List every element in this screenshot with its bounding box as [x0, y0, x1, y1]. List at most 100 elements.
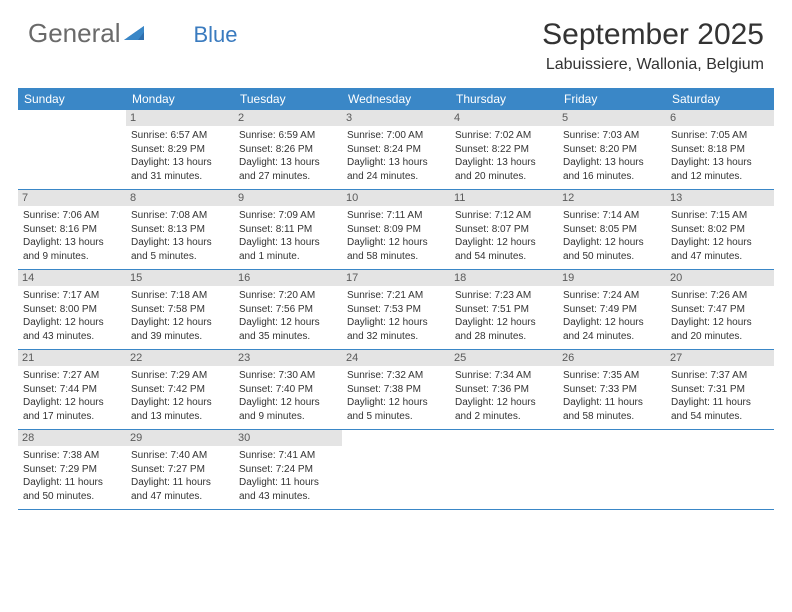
day-day1: Daylight: 12 hours [347, 396, 445, 410]
day-number: 15 [126, 270, 234, 286]
day-sunset: Sunset: 7:36 PM [455, 383, 553, 397]
logo-triangle-icon [124, 18, 146, 49]
day-cell [558, 430, 666, 509]
day-day2: and 31 minutes. [131, 170, 229, 184]
weekday-header-row: SundayMondayTuesdayWednesdayThursdayFrid… [18, 88, 774, 110]
day-number: 27 [666, 350, 774, 366]
day-day2: and 9 minutes. [23, 250, 121, 264]
day-sunrise: Sunrise: 7:12 AM [455, 209, 553, 223]
day-sunrise: Sunrise: 7:05 AM [671, 129, 769, 143]
day-day1: Daylight: 12 hours [23, 316, 121, 330]
day-number: 17 [342, 270, 450, 286]
month-title: September 2025 [542, 18, 764, 52]
day-day2: and 27 minutes. [239, 170, 337, 184]
day-sunset: Sunset: 8:24 PM [347, 143, 445, 157]
day-day2: and 5 minutes. [131, 250, 229, 264]
location-text: Labuissiere, Wallonia, Belgium [542, 56, 764, 74]
day-day2: and 47 minutes. [671, 250, 769, 264]
day-number: 11 [450, 190, 558, 206]
day-cell: 17Sunrise: 7:21 AMSunset: 7:53 PMDayligh… [342, 270, 450, 349]
day-number: 19 [558, 270, 666, 286]
day-sunrise: Sunrise: 7:17 AM [23, 289, 121, 303]
day-day2: and 2 minutes. [455, 410, 553, 424]
day-number: 2 [234, 110, 342, 126]
day-sunset: Sunset: 7:40 PM [239, 383, 337, 397]
day-sunset: Sunset: 8:09 PM [347, 223, 445, 237]
day-day2: and 58 minutes. [563, 410, 661, 424]
day-number: 7 [18, 190, 126, 206]
day-cell: 24Sunrise: 7:32 AMSunset: 7:38 PMDayligh… [342, 350, 450, 429]
day-day1: Daylight: 12 hours [23, 396, 121, 410]
day-cell [18, 110, 126, 189]
day-day1: Daylight: 12 hours [131, 396, 229, 410]
day-cell: 15Sunrise: 7:18 AMSunset: 7:58 PMDayligh… [126, 270, 234, 349]
day-sunrise: Sunrise: 7:32 AM [347, 369, 445, 383]
day-sunset: Sunset: 8:05 PM [563, 223, 661, 237]
weekday-header: Saturday [666, 88, 774, 110]
day-number: 29 [126, 430, 234, 446]
weekday-header: Tuesday [234, 88, 342, 110]
day-sunset: Sunset: 7:33 PM [563, 383, 661, 397]
day-sunset: Sunset: 7:56 PM [239, 303, 337, 317]
day-sunrise: Sunrise: 7:03 AM [563, 129, 661, 143]
day-day1: Daylight: 12 hours [455, 316, 553, 330]
day-day1: Daylight: 11 hours [23, 476, 121, 490]
day-day1: Daylight: 13 hours [563, 156, 661, 170]
day-day1: Daylight: 13 hours [131, 156, 229, 170]
day-day2: and 54 minutes. [455, 250, 553, 264]
day-cell: 3Sunrise: 7:00 AMSunset: 8:24 PMDaylight… [342, 110, 450, 189]
day-day2: and 50 minutes. [23, 490, 121, 504]
day-cell: 14Sunrise: 7:17 AMSunset: 8:00 PMDayligh… [18, 270, 126, 349]
day-number: 24 [342, 350, 450, 366]
day-day2: and 9 minutes. [239, 410, 337, 424]
day-cell: 18Sunrise: 7:23 AMSunset: 7:51 PMDayligh… [450, 270, 558, 349]
day-cell: 19Sunrise: 7:24 AMSunset: 7:49 PMDayligh… [558, 270, 666, 349]
day-day2: and 43 minutes. [23, 330, 121, 344]
day-day1: Daylight: 13 hours [23, 236, 121, 250]
day-cell: 20Sunrise: 7:26 AMSunset: 7:47 PMDayligh… [666, 270, 774, 349]
day-cell: 30Sunrise: 7:41 AMSunset: 7:24 PMDayligh… [234, 430, 342, 509]
day-sunset: Sunset: 7:29 PM [23, 463, 121, 477]
day-sunset: Sunset: 7:27 PM [131, 463, 229, 477]
weekday-header: Sunday [18, 88, 126, 110]
day-number: 4 [450, 110, 558, 126]
day-day1: Daylight: 12 hours [563, 236, 661, 250]
day-sunset: Sunset: 8:20 PM [563, 143, 661, 157]
day-cell: 4Sunrise: 7:02 AMSunset: 8:22 PMDaylight… [450, 110, 558, 189]
day-number: 12 [558, 190, 666, 206]
day-day1: Daylight: 12 hours [347, 236, 445, 250]
day-number: 18 [450, 270, 558, 286]
day-day2: and 32 minutes. [347, 330, 445, 344]
day-sunset: Sunset: 7:58 PM [131, 303, 229, 317]
day-cell: 26Sunrise: 7:35 AMSunset: 7:33 PMDayligh… [558, 350, 666, 429]
weekday-header: Monday [126, 88, 234, 110]
day-cell: 10Sunrise: 7:11 AMSunset: 8:09 PMDayligh… [342, 190, 450, 269]
day-sunrise: Sunrise: 7:14 AM [563, 209, 661, 223]
day-sunrise: Sunrise: 7:15 AM [671, 209, 769, 223]
day-sunset: Sunset: 8:26 PM [239, 143, 337, 157]
day-sunrise: Sunrise: 6:59 AM [239, 129, 337, 143]
week-row: 14Sunrise: 7:17 AMSunset: 8:00 PMDayligh… [18, 270, 774, 350]
title-block: September 2025 Labuissiere, Wallonia, Be… [542, 18, 764, 74]
day-sunrise: Sunrise: 7:30 AM [239, 369, 337, 383]
day-sunrise: Sunrise: 7:27 AM [23, 369, 121, 383]
day-number: 23 [234, 350, 342, 366]
week-row: 28Sunrise: 7:38 AMSunset: 7:29 PMDayligh… [18, 430, 774, 510]
day-sunrise: Sunrise: 7:18 AM [131, 289, 229, 303]
day-cell: 1Sunrise: 6:57 AMSunset: 8:29 PMDaylight… [126, 110, 234, 189]
day-sunset: Sunset: 7:44 PM [23, 383, 121, 397]
day-sunrise: Sunrise: 7:00 AM [347, 129, 445, 143]
day-cell: 22Sunrise: 7:29 AMSunset: 7:42 PMDayligh… [126, 350, 234, 429]
week-row: 21Sunrise: 7:27 AMSunset: 7:44 PMDayligh… [18, 350, 774, 430]
day-sunset: Sunset: 8:18 PM [671, 143, 769, 157]
day-sunrise: Sunrise: 7:09 AM [239, 209, 337, 223]
day-number: 14 [18, 270, 126, 286]
week-row: 7Sunrise: 7:06 AMSunset: 8:16 PMDaylight… [18, 190, 774, 270]
day-cell: 11Sunrise: 7:12 AMSunset: 8:07 PMDayligh… [450, 190, 558, 269]
logo-text-1: General [28, 18, 121, 49]
day-number: 5 [558, 110, 666, 126]
day-cell: 7Sunrise: 7:06 AMSunset: 8:16 PMDaylight… [18, 190, 126, 269]
day-day1: Daylight: 12 hours [455, 236, 553, 250]
day-cell: 12 Sunrise: 7:14 AMSunset: 8:05 PMDayligh… [558, 190, 666, 269]
day-day2: and 16 minutes. [563, 170, 661, 184]
